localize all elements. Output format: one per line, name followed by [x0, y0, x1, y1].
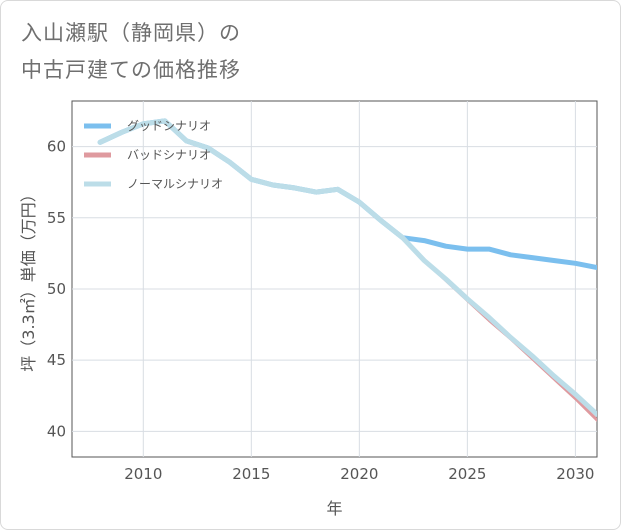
- y-axis-label: 坪（3.3㎡）単価（万円）: [19, 186, 38, 371]
- y-tick-label: 60: [47, 138, 66, 156]
- y-tick-label: 45: [47, 351, 66, 369]
- chart-title-line-1: 入山瀬駅（静岡県）の: [21, 21, 241, 45]
- chart-title: 入山瀬駅（静岡県）の 中古戸建ての価格推移: [21, 15, 241, 89]
- x-tick-label: 2020: [340, 465, 378, 483]
- legend-label-3: ノーマルシナリオ: [127, 177, 223, 191]
- y-tick-label: 50: [47, 280, 66, 298]
- legend-label-1: グッドシナリオ: [127, 119, 211, 133]
- x-axis-ticks: 2010 2015 2020 2025 2030: [124, 465, 594, 483]
- legend-label-2: バッドシナリオ: [127, 148, 211, 162]
- x-tick-label: 2025: [448, 465, 486, 483]
- grid: [72, 101, 597, 457]
- x-axis-label: 年: [326, 499, 342, 518]
- x-tick-label: 2010: [124, 465, 162, 483]
- chart-title-line-2: 中古戸建ての価格推移: [21, 58, 241, 82]
- series-lines: [97, 118, 597, 422]
- x-tick-label: 2015: [232, 465, 270, 483]
- x-tick-label: 2030: [556, 465, 594, 483]
- y-axis-ticks: 40 45 50 55 60: [47, 138, 66, 441]
- series-line-3: [97, 118, 597, 417]
- y-tick-label: 40: [47, 422, 66, 440]
- y-tick-label: 55: [47, 209, 66, 227]
- plot-area: [71, 100, 598, 458]
